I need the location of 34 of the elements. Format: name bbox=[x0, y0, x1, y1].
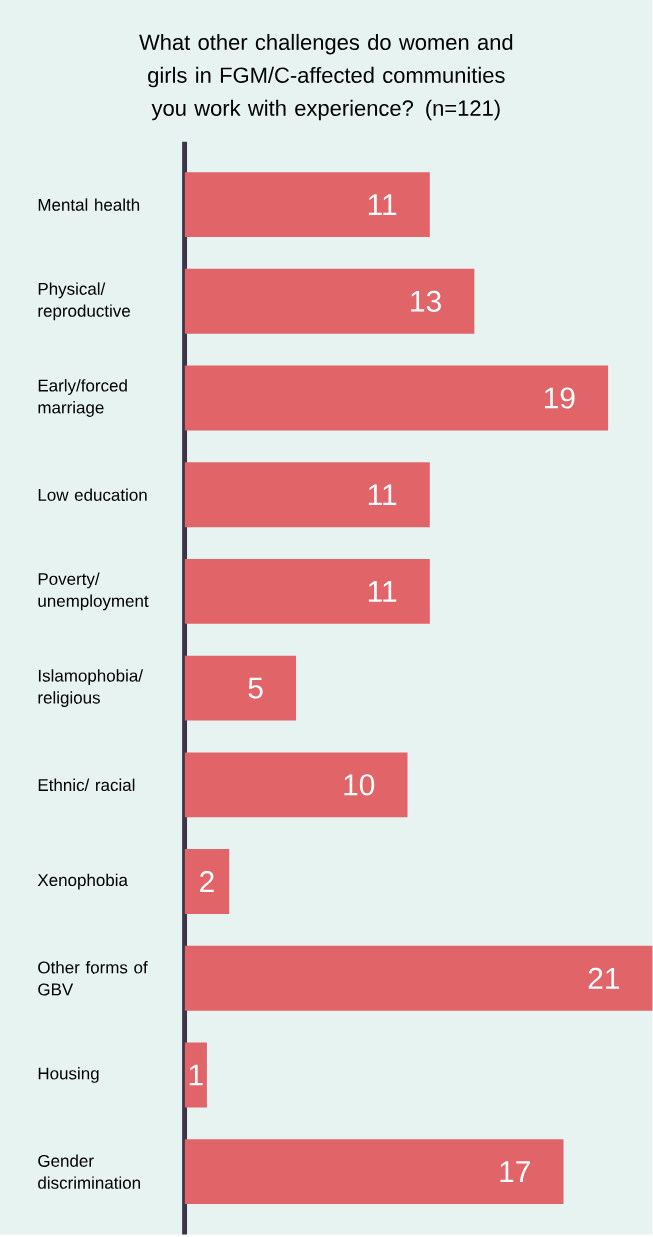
bar bbox=[184, 1139, 564, 1205]
y-tick-label: Early/forced marriage bbox=[38, 379, 127, 417]
y-tick-label: Mental health bbox=[38, 198, 140, 211]
data-label: 19 bbox=[545, 387, 575, 409]
y-tick-label: Ethnic/ racial bbox=[38, 778, 135, 792]
y-tick-label: Xenophobia bbox=[37, 873, 129, 890]
data-label: 2 bbox=[200, 871, 214, 892]
bar bbox=[184, 558, 430, 624]
bar bbox=[184, 752, 408, 818]
data-label: 10 bbox=[344, 774, 375, 796]
data-label: 1 bbox=[189, 1064, 203, 1086]
data-label: 5 bbox=[248, 677, 263, 699]
y-tick-label: Physical/ reproductive bbox=[38, 282, 131, 321]
bar bbox=[184, 945, 653, 1011]
bar bbox=[184, 365, 609, 431]
data-label: 11 bbox=[369, 194, 397, 215]
y-tick-label: Gender discrimination bbox=[38, 1154, 141, 1189]
y-tick-label: Islamophobia/ religious bbox=[38, 669, 144, 708]
y-tick-label: Low education bbox=[38, 488, 147, 501]
bar bbox=[184, 268, 475, 334]
y-tick-label: Housing bbox=[38, 1067, 99, 1083]
bar bbox=[184, 655, 297, 721]
y-tick-label: Other forms of GBV bbox=[38, 961, 148, 996]
data-label: 11 bbox=[369, 581, 397, 602]
data-label: 21 bbox=[588, 967, 620, 989]
data-label: 17 bbox=[500, 1161, 531, 1182]
data-label: 13 bbox=[411, 290, 442, 312]
bar bbox=[184, 462, 430, 528]
bar bbox=[184, 849, 230, 914]
chart-title: What other challenges do women and girls in FGM/C-affected communities you work with experience? (n=121) bbox=[139, 33, 513, 121]
bar bbox=[184, 172, 430, 238]
bar bbox=[184, 1042, 208, 1108]
y-tick-label: Poverty/ unemployment bbox=[38, 572, 149, 611]
data-label: 11 bbox=[369, 484, 397, 506]
